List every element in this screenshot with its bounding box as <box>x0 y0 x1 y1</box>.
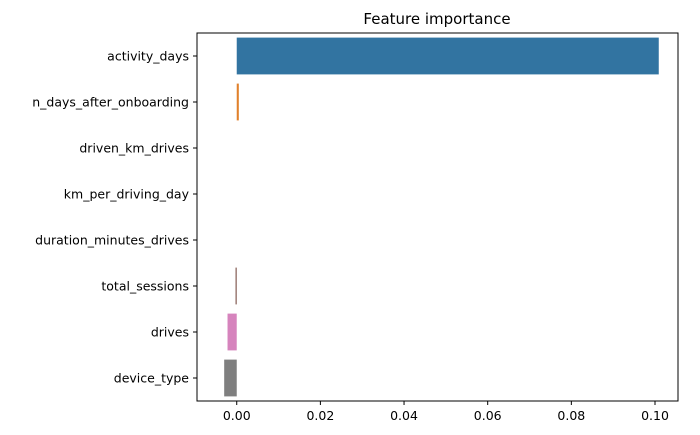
y-axis-ticks: activity_days n_days_after_onboardingdriv… <box>32 49 197 386</box>
bar-drives <box>227 313 237 351</box>
y-tick-label: n_days_after_onboarding <box>32 95 189 110</box>
x-tick-label: 0.00 <box>223 408 251 423</box>
x-axis-ticks: 0.00 0.02 0.04 0.06 0.08 0.10 <box>223 401 669 423</box>
bar-total-sessions <box>235 267 237 305</box>
y-tick-label: drives <box>151 325 189 340</box>
y-tick-label: driven_km_drives <box>79 141 189 156</box>
x-tick-label: 0.08 <box>557 408 585 423</box>
y-tick-label: device_type <box>114 371 190 386</box>
y-tick-label: duration_minutes_drives <box>35 233 189 248</box>
x-tick-label: 0.06 <box>474 408 502 423</box>
y-tick-label: total_sessions <box>101 279 189 294</box>
chart-title: Feature importance <box>363 10 510 28</box>
x-tick-label: 0.10 <box>641 408 669 423</box>
bar-activity-days <box>236 37 659 75</box>
y-tick-label: km_per_driving_day <box>64 187 190 202</box>
plot-frame <box>196 32 679 402</box>
y-tick-label: activity_days <box>107 49 189 64</box>
x-tick-label: 0.04 <box>390 408 418 423</box>
bar-n-days-after-onboarding <box>236 83 239 121</box>
bar-device-type <box>224 359 237 397</box>
x-tick-label: 0.02 <box>306 408 334 423</box>
bars-group <box>224 37 659 397</box>
